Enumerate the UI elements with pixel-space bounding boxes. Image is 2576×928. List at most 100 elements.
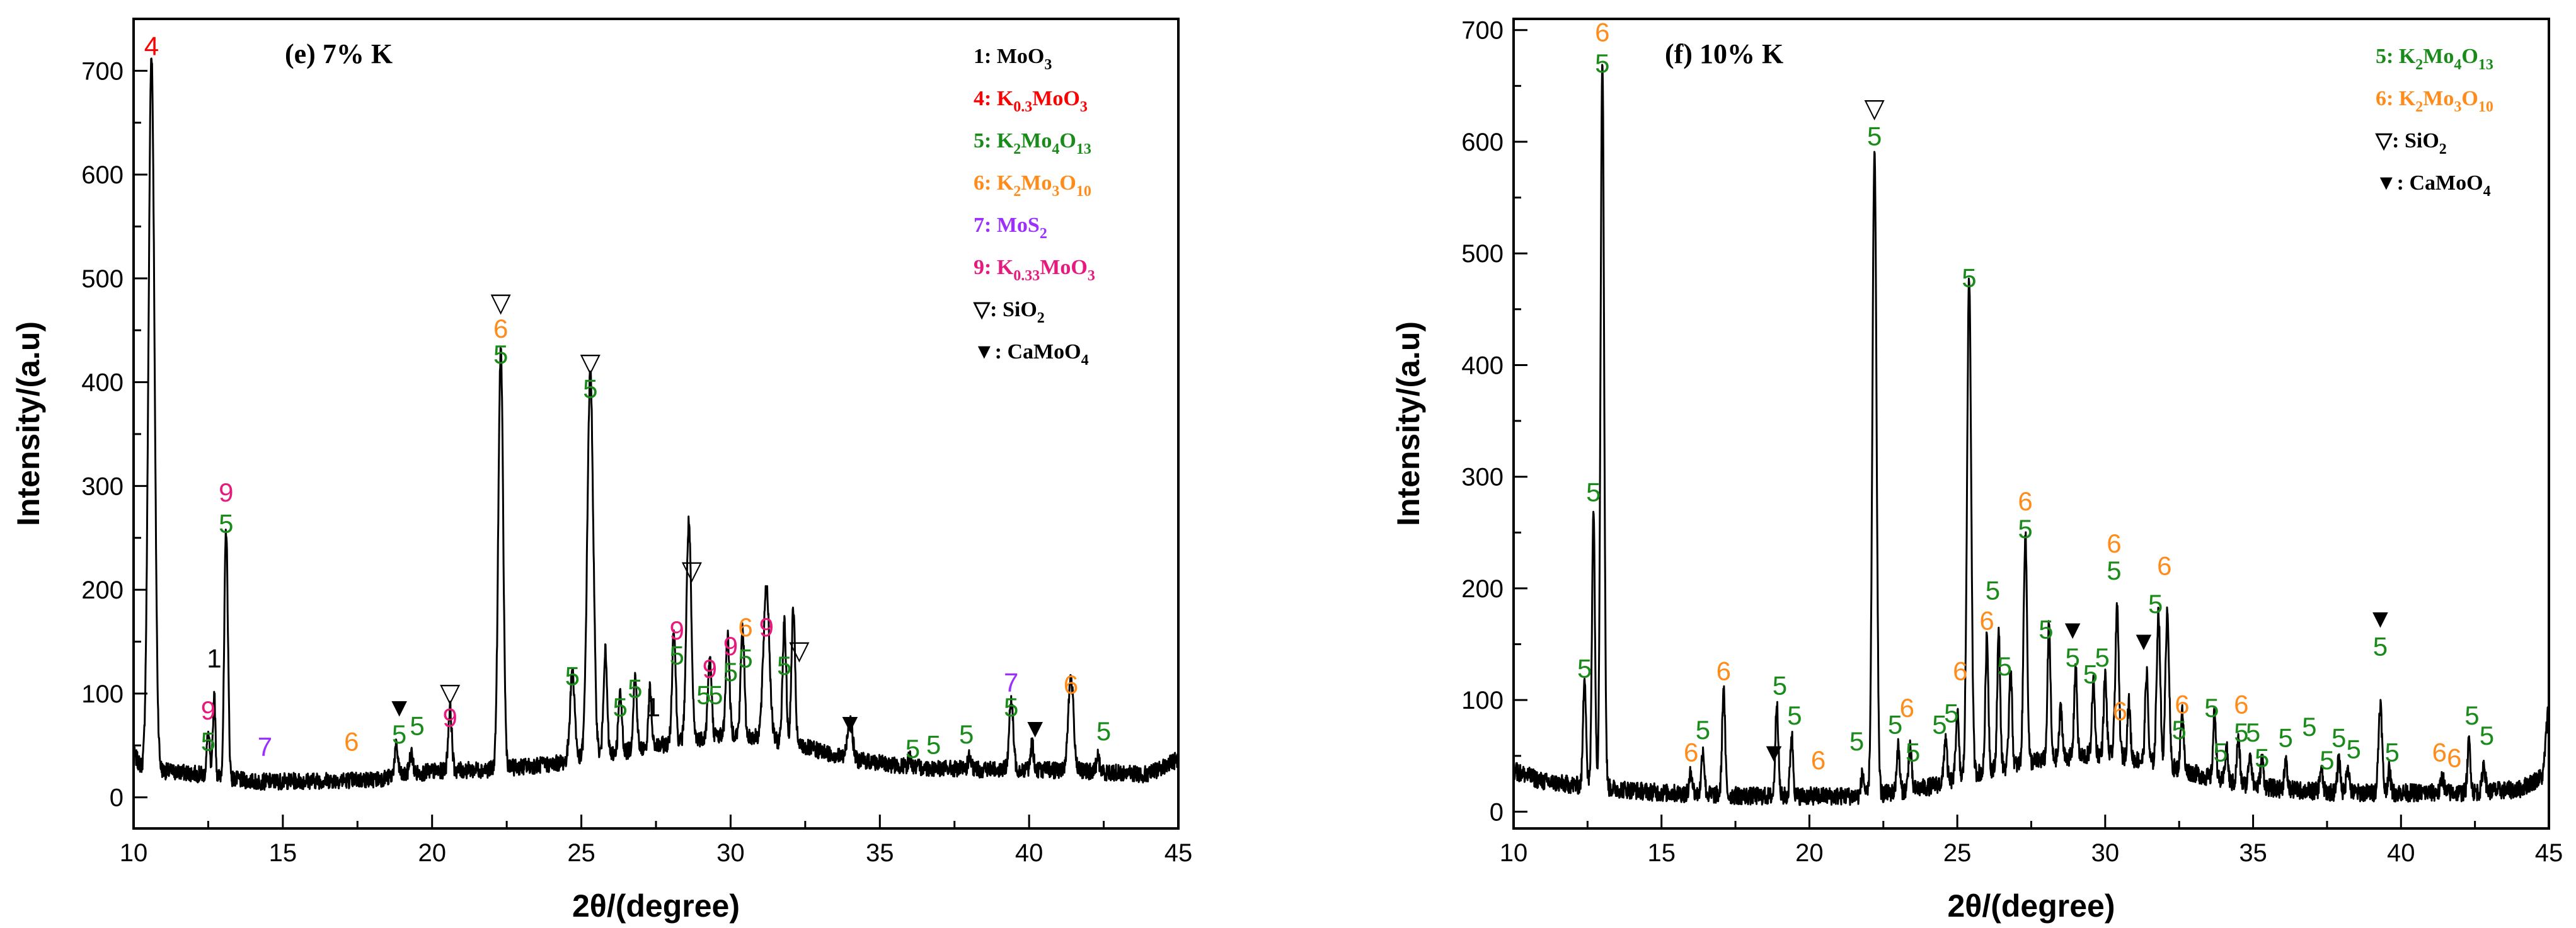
peak-label: 5 [1096, 716, 1111, 746]
peak-label: ▽ [1865, 93, 1885, 123]
peak-label: 5 [2279, 723, 2293, 753]
peak-label: 6 [738, 612, 752, 642]
peak-label: ▼ [2130, 626, 2157, 655]
peak-label: 6 [2018, 486, 2032, 516]
peak-label: 6 [2447, 743, 2461, 773]
peak-label: 5 [1906, 738, 1920, 767]
peak-label: 6 [2113, 696, 2127, 726]
peak-label: 5 [201, 726, 216, 756]
x-tick-label: 30 [2091, 839, 2120, 867]
peak-label: 1 [646, 692, 660, 722]
peak-label: 5 [959, 719, 974, 749]
y-tick-label: 500 [1461, 240, 1504, 268]
peak-label: 1 [207, 644, 221, 673]
y-tick-label: 0 [110, 784, 124, 812]
peak-label: ▼ [837, 708, 863, 738]
peak-label: 6 [2175, 689, 2189, 719]
peak-label: 5 [1773, 670, 1787, 700]
peak-label: 7 [1004, 668, 1018, 697]
legend-entry: 9: K0.33MoO3 [974, 256, 1095, 284]
legend-entry: ▽: SiO2 [973, 298, 1045, 326]
peak-label: 5 [2213, 738, 2228, 767]
peak-label: 6 [2157, 551, 2171, 581]
peak-label: 5 [2018, 514, 2032, 544]
peak-label: 6 [2234, 689, 2248, 719]
peak-label: 5 [1696, 715, 1710, 745]
peak-label: 6 [1979, 606, 1994, 636]
peak-label: 5 [2464, 701, 2479, 730]
peak-label: 5 [2204, 693, 2219, 723]
y-axis-label: Intensity/(a.u) [1391, 321, 1426, 526]
x-tick-label: 45 [2535, 839, 2563, 867]
peak-label: 5 [906, 734, 920, 764]
peak-label: 5 [1577, 654, 1592, 684]
legend-entry: 7: MoS2 [974, 214, 1047, 242]
x-axis-label: 2θ/(degree) [572, 888, 740, 924]
peak-label: 5 [723, 657, 738, 687]
y-tick-label: 400 [81, 369, 124, 397]
peak-label: 5 [2255, 743, 2269, 773]
peak-label: 5 [583, 374, 597, 403]
peak-label: 5 [696, 680, 711, 709]
y-tick-label: 100 [81, 680, 124, 708]
peak-label: 5 [2385, 738, 2400, 767]
legend-entry: 5: K2Mo4O13 [2376, 45, 2493, 73]
y-tick-label: 700 [81, 57, 124, 85]
legend-entry: 6: K2Mo3O10 [2376, 87, 2493, 115]
legend-entry: 6: K2Mo3O10 [974, 171, 1091, 200]
y-tick-label: 600 [81, 161, 124, 189]
peak-label: 5 [2095, 643, 2109, 672]
peak-label: 5 [2346, 734, 2360, 764]
y-tick-label: 300 [1461, 464, 1504, 491]
y-tick-label: 600 [1461, 129, 1504, 156]
peak-label: 6 [2432, 738, 2447, 767]
y-axis-label: Intensity/(a.u) [11, 321, 46, 526]
peak-label: 9 [703, 654, 717, 684]
peak-label: 5 [1944, 699, 1958, 728]
peak-label: 4 [144, 32, 159, 61]
peak-label: 5 [1867, 121, 1882, 151]
peak-label: 6 [1684, 738, 1698, 767]
y-tick-label: 300 [81, 473, 124, 500]
x-tick-label: 15 [1647, 839, 1676, 867]
peak-label: 6 [493, 314, 508, 343]
peak-label: 6 [2107, 529, 2121, 558]
peak-label: 5 [1595, 49, 1609, 78]
peak-label: 9 [759, 612, 774, 642]
peak-label: ▼ [2367, 604, 2394, 633]
peak-label: ▽ [440, 678, 461, 707]
peak-label: 5 [1962, 263, 1976, 292]
peak-label: 9 [669, 616, 684, 645]
legend-entry: ▼: CaMoO4 [2376, 171, 2491, 200]
peak-label: 5 [2234, 718, 2248, 747]
peak-label: ▽ [682, 556, 703, 585]
peak-label: 5 [392, 719, 406, 749]
panel-title: (e) 7% K [285, 38, 393, 69]
y-tick-label: 400 [1461, 352, 1504, 379]
peak-label: 9 [442, 703, 457, 733]
peak-label: 6 [344, 726, 359, 756]
peak-label: 6 [1900, 693, 1914, 723]
x-tick-label: 10 [120, 839, 148, 867]
x-tick-label: 20 [1795, 839, 1824, 867]
y-tick-label: 700 [1461, 17, 1504, 45]
peak-label: 5 [1986, 576, 2000, 605]
peak-label: 9 [219, 478, 233, 507]
peak-label: 7 [258, 732, 272, 762]
peak-label: 5 [493, 340, 508, 369]
peak-label: 5 [669, 641, 684, 670]
peak-label: 5 [1004, 692, 1018, 722]
peak-label: 9 [201, 696, 216, 725]
x-tick-label: 35 [866, 839, 894, 867]
peak-label: 5 [2320, 745, 2334, 775]
peak-label: ▼ [1022, 713, 1049, 743]
x-tick-label: 45 [1164, 839, 1193, 867]
peak-label: 5 [2083, 660, 2098, 689]
peak-label: ▼ [386, 692, 413, 722]
x-tick-label: 40 [2387, 839, 2415, 867]
peak-label: ▽ [491, 288, 512, 318]
y-tick-label: 200 [1461, 575, 1504, 603]
peak-label: ▼ [1761, 738, 1787, 767]
peak-label: 5 [612, 692, 627, 722]
x-axis-label: 2θ/(degree) [1948, 888, 2115, 924]
